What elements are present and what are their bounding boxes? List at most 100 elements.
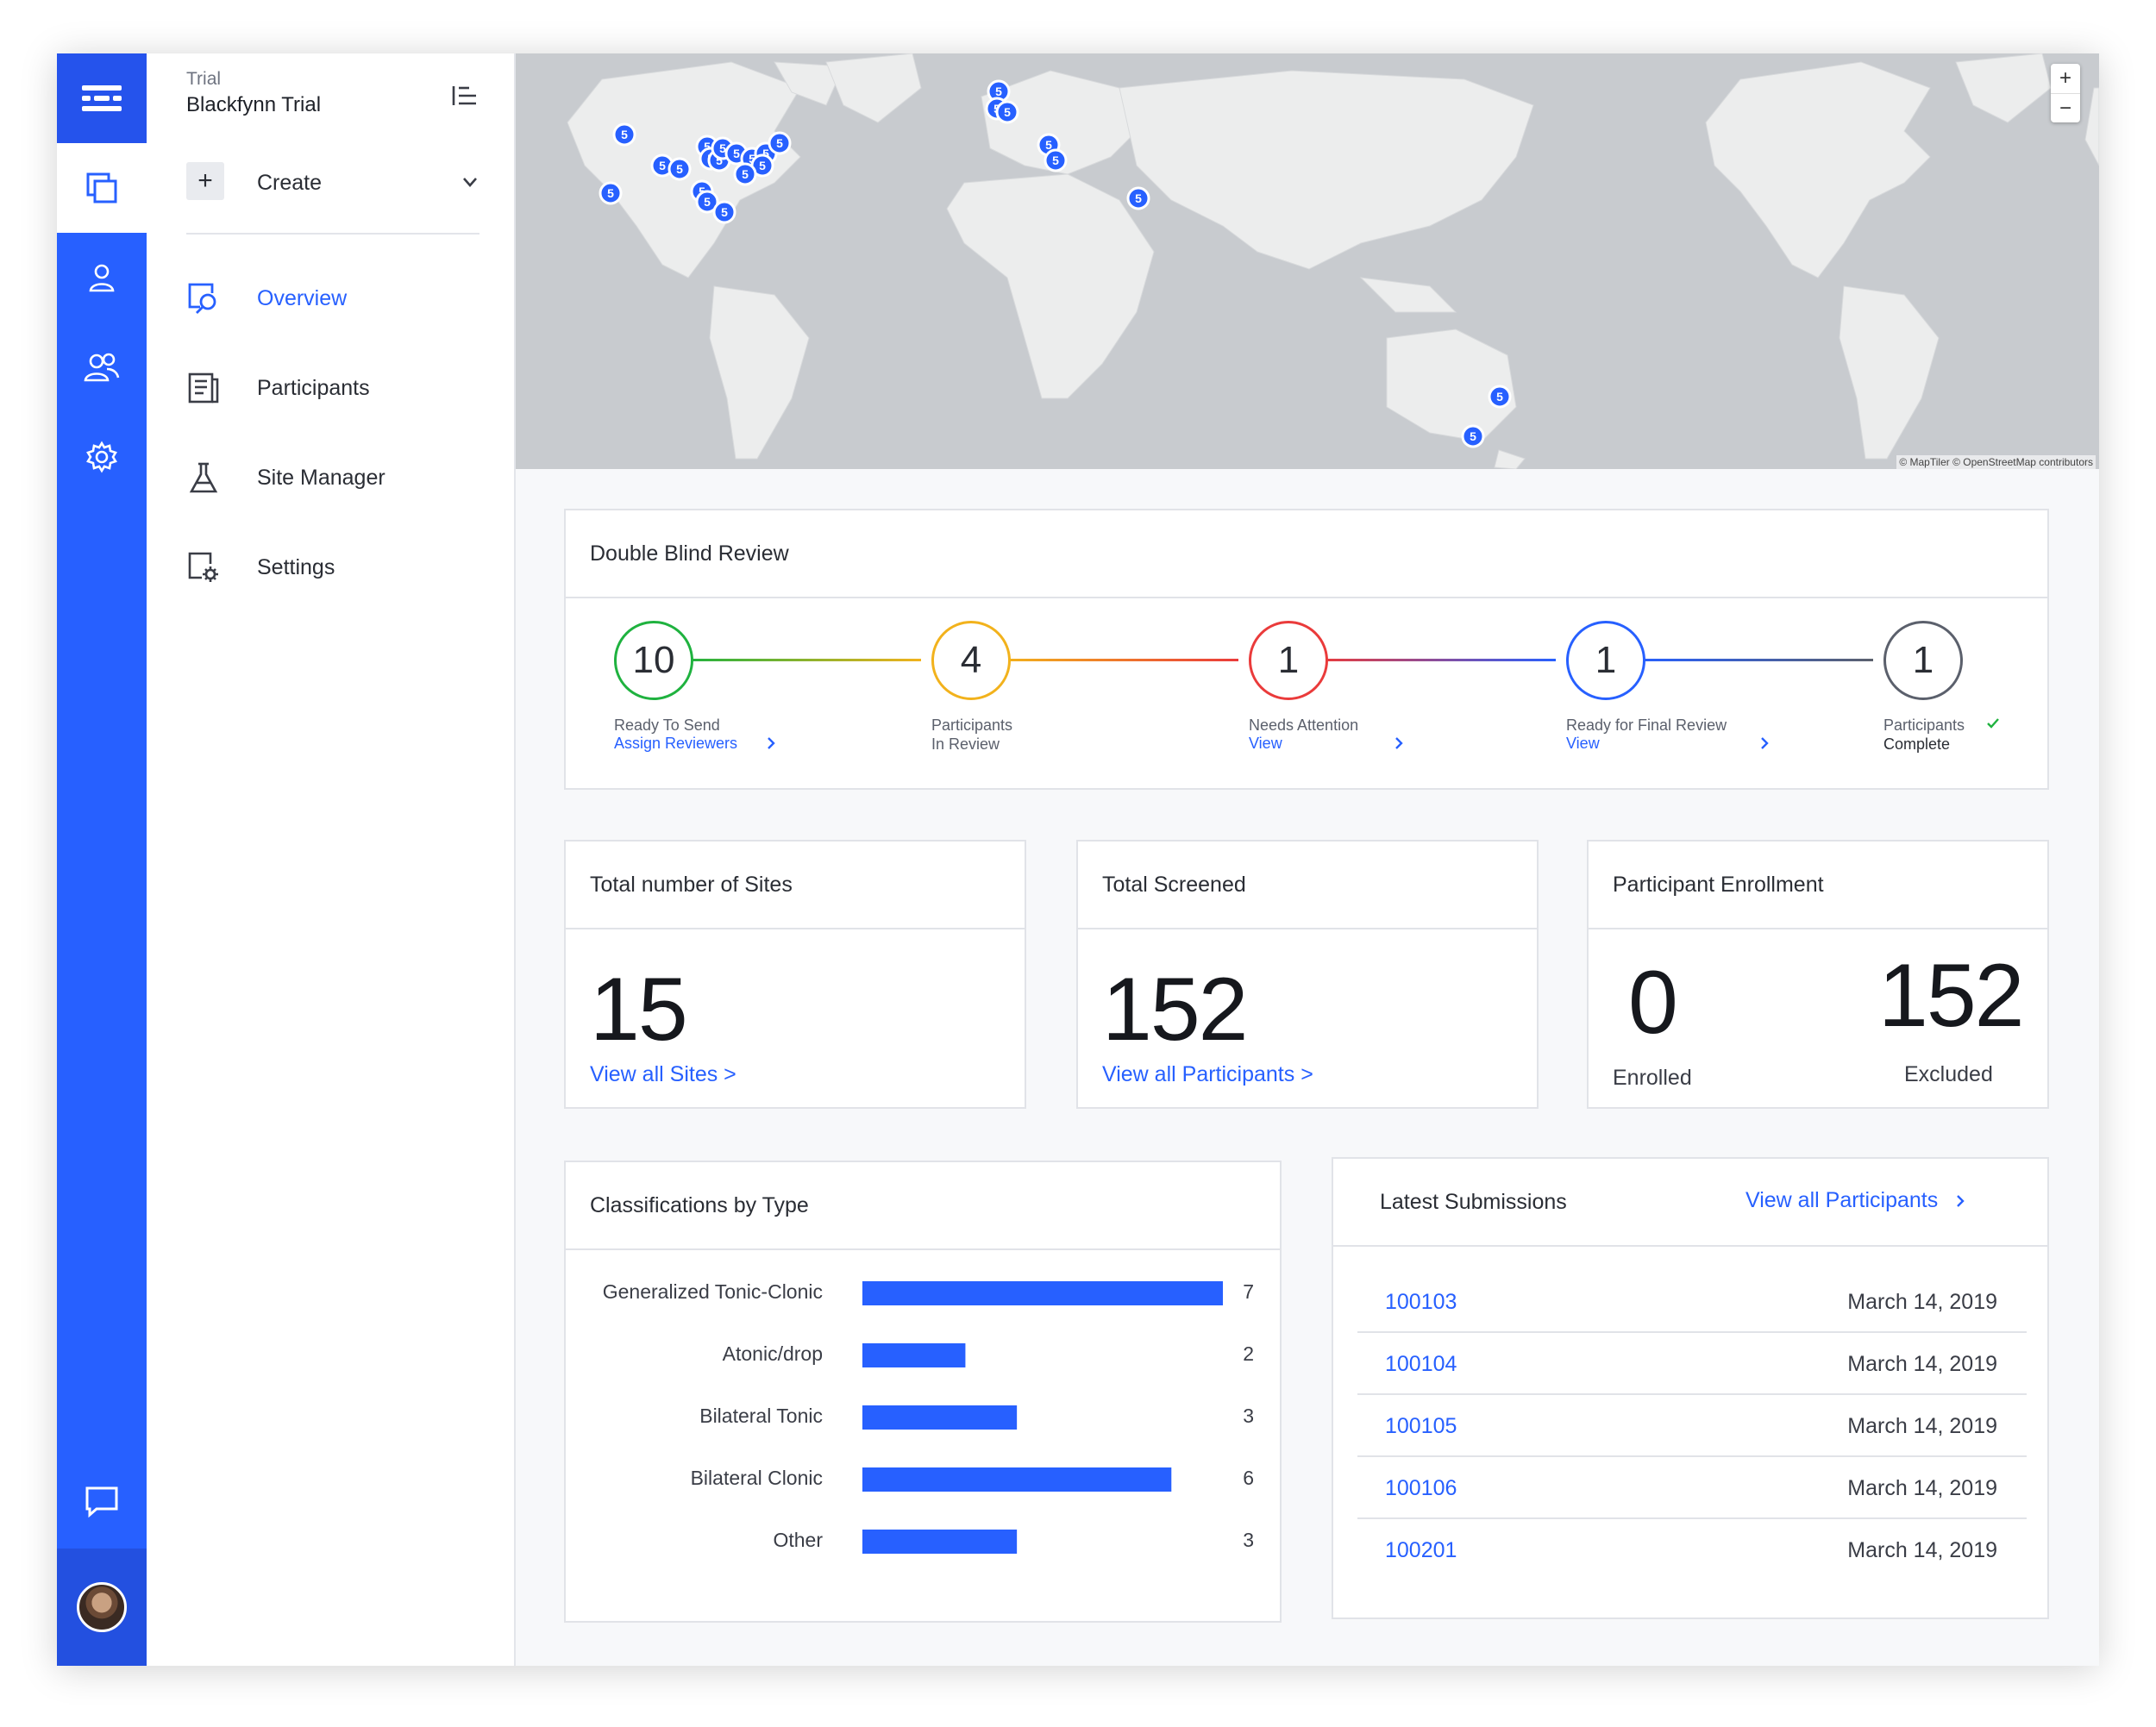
- submissions-view-all-link[interactable]: View all Participants: [1745, 1188, 1967, 1213]
- bar-value-label: 3: [1243, 1405, 1254, 1427]
- site-marker-dot: [599, 181, 623, 205]
- site-marker[interactable]: 5: [1044, 148, 1068, 172]
- nav-label-settings: Settings: [257, 554, 335, 579]
- site-marker-label: 5: [719, 141, 726, 155]
- submission-id[interactable]: 100106: [1385, 1476, 1457, 1500]
- classifications-card: Classifications by Type Generalized Toni…: [564, 1161, 1282, 1623]
- site-marker[interactable]: 5: [1461, 424, 1485, 448]
- submission-row[interactable]: 100103 March 14, 2019: [1357, 1271, 2027, 1333]
- rail-chat-icon[interactable]: [57, 1457, 147, 1547]
- rail-settings-gear-icon[interactable]: [57, 412, 147, 502]
- bar[interactable]: [862, 1343, 966, 1367]
- submission-id[interactable]: 100105: [1385, 1414, 1457, 1438]
- site-marker-label: 5: [1470, 429, 1476, 443]
- stage-count-final: 1: [1566, 621, 1645, 700]
- rail-trials-icon[interactable]: [57, 143, 147, 233]
- site-marker-label: 5: [776, 136, 783, 150]
- enrollment-title: Participant Enrollment: [1589, 842, 2047, 929]
- submission-id[interactable]: 100103: [1385, 1290, 1457, 1314]
- bar[interactable]: [862, 1467, 1172, 1492]
- site-marker-dot: [995, 100, 1019, 124]
- submission-id[interactable]: 100104: [1385, 1352, 1457, 1376]
- sites-map[interactable]: 5555555555555555555555555 + − © MapTiler…: [516, 53, 2099, 469]
- site-markers: 5555555555555555555555555: [599, 79, 1512, 448]
- connector-2: [1004, 659, 1238, 661]
- site-marker-dot: [1488, 385, 1512, 409]
- participant-enrollment-card: Participant Enrollment 0 Enrolled 152 Ex…: [1587, 840, 2049, 1109]
- site-marker-label: 5: [1004, 105, 1011, 119]
- submission-row[interactable]: 100201 March 14, 2019: [1357, 1519, 2027, 1581]
- create-dropdown[interactable]: + Create: [186, 157, 479, 235]
- site-marker-label: 5: [1052, 153, 1059, 167]
- site-marker-label: 5: [762, 147, 769, 160]
- classifications-title: Classifications by Type: [566, 1162, 1280, 1250]
- bar[interactable]: [862, 1530, 1018, 1554]
- site-marker[interactable]: 5: [695, 190, 719, 214]
- map-zoom-control: + −: [2051, 64, 2080, 122]
- submission-date: March 14, 2019: [1847, 1352, 1997, 1376]
- nav-item-overview[interactable]: Overview: [186, 272, 479, 324]
- site-marker[interactable]: 5: [768, 131, 792, 155]
- stage-label-in-review: Participants: [931, 716, 1013, 734]
- site-marker-label: 5: [704, 195, 711, 209]
- bar[interactable]: [862, 1281, 1223, 1305]
- site-marker[interactable]: 5: [1126, 186, 1150, 210]
- chevron-right-icon: [768, 737, 775, 749]
- sites-title: Total number of Sites: [566, 842, 1025, 929]
- stage-label-complete: Participants: [1883, 716, 1965, 734]
- classifications-bar-chart: Generalized Tonic-Clonic 7 Atonic/drop 2 Bil…: [603, 1280, 1254, 1554]
- site-marker-label: 5: [659, 159, 666, 172]
- view-all-sites-link[interactable]: View all Sites >: [590, 1062, 736, 1086]
- stage-final-review: 1 Ready for Final Review View: [1566, 621, 1769, 752]
- assign-reviewers-link[interactable]: Assign Reviewers: [614, 735, 738, 752]
- site-marker-label: 5: [607, 186, 614, 200]
- collapse-sidebar-icon[interactable]: [450, 81, 479, 110]
- nav-item-settings[interactable]: Settings: [186, 541, 479, 593]
- nav-label-participants: Participants: [257, 375, 370, 400]
- stage-label-complete-2: Complete: [1883, 735, 1951, 753]
- stage-label-ready: Ready To Send: [614, 716, 720, 734]
- site-marker[interactable]: 5: [612, 122, 636, 147]
- site-marker[interactable]: 5: [995, 100, 1019, 124]
- submission-row[interactable]: 100106 March 14, 2019: [1357, 1457, 2027, 1519]
- site-marker-dot: [667, 157, 692, 181]
- user-avatar[interactable]: [57, 1549, 147, 1666]
- site-marker[interactable]: 5: [712, 200, 736, 224]
- submission-date: March 14, 2019: [1847, 1414, 1997, 1438]
- rail-user-icon[interactable]: [57, 233, 147, 322]
- site-marker[interactable]: 5: [599, 181, 623, 205]
- site-marker-dot: [712, 200, 736, 224]
- enrolled-label: Enrolled: [1613, 1066, 1692, 1090]
- site-marker[interactable]: 5: [667, 157, 692, 181]
- submission-date: March 14, 2019: [1847, 1538, 1997, 1562]
- rail-team-icon[interactable]: [57, 322, 147, 412]
- app-logo-icon[interactable]: [57, 53, 147, 143]
- create-label: Create: [257, 171, 323, 195]
- submission-id[interactable]: 100201: [1385, 1538, 1457, 1562]
- stage-in-review: 4 Participants In Review: [931, 621, 1012, 753]
- checkmark-icon: [1987, 718, 1999, 729]
- map-attribution: © MapTiler © OpenStreetMap contributors: [1896, 455, 2096, 469]
- site-marker[interactable]: 5: [733, 162, 757, 186]
- submission-row[interactable]: 100105 March 14, 2019: [1357, 1395, 2027, 1457]
- nav-item-site-manager[interactable]: Site Manager: [186, 452, 479, 504]
- final-review-view-link[interactable]: View: [1566, 735, 1600, 752]
- bar-value-label: 7: [1243, 1280, 1254, 1303]
- bar-category-label: Generalized Tonic-Clonic: [603, 1280, 823, 1303]
- plus-icon: +: [186, 162, 224, 200]
- zoom-out-button[interactable]: −: [2051, 93, 2080, 122]
- latest-submissions-card: Latest Submissions View all Participants…: [1332, 1157, 2049, 1619]
- site-marker[interactable]: 5: [1488, 385, 1512, 409]
- site-marker-label: 5: [733, 147, 740, 160]
- view-all-participants-link[interactable]: View all Participants >: [1102, 1062, 1313, 1086]
- pipeline-title: Double Blind Review: [566, 510, 2047, 598]
- participants-document-icon: [186, 371, 221, 405]
- site-marker-label: 5: [676, 162, 683, 176]
- zoom-in-button[interactable]: +: [2059, 66, 2071, 90]
- submission-row[interactable]: 100104 March 14, 2019: [1357, 1333, 2027, 1395]
- site-marker-dot: [1461, 424, 1485, 448]
- bar[interactable]: [862, 1405, 1018, 1430]
- needs-attention-view-link[interactable]: View: [1249, 735, 1282, 752]
- nav-item-participants[interactable]: Participants: [186, 362, 479, 414]
- sites-count: 15: [590, 960, 688, 1060]
